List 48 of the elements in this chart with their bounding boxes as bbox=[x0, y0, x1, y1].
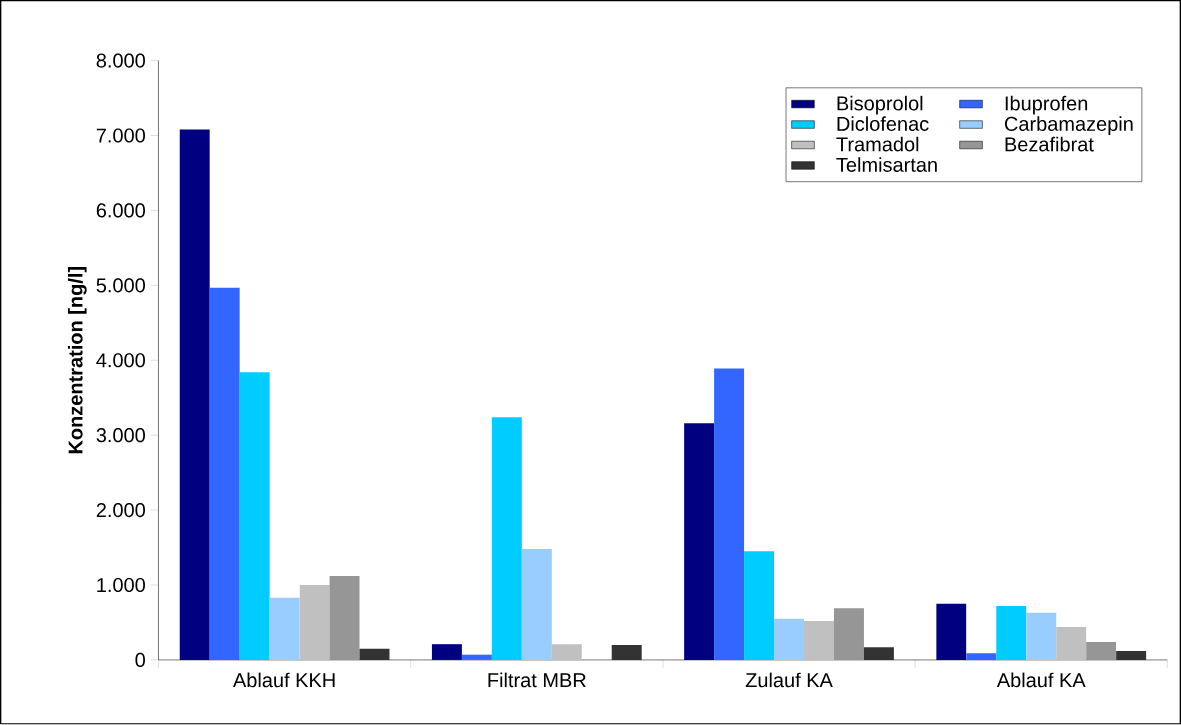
x-tick-label: Filtrat MBR bbox=[488, 672, 586, 688]
y-tick-label: 6.000 bbox=[96, 203, 145, 218]
bar bbox=[551, 644, 582, 661]
y-tick-label: 2.000 bbox=[96, 503, 145, 518]
y-tick-label: 7.000 bbox=[96, 128, 145, 143]
y-tick-label: 3.000 bbox=[96, 428, 145, 443]
bar bbox=[269, 597, 300, 661]
bar bbox=[461, 654, 492, 661]
bar bbox=[1116, 651, 1147, 661]
bar bbox=[359, 648, 390, 661]
y-tick-label: 4.000 bbox=[96, 353, 145, 368]
bar bbox=[936, 603, 967, 661]
bar bbox=[431, 644, 462, 661]
bar bbox=[179, 129, 210, 661]
bar bbox=[1026, 612, 1057, 661]
bar bbox=[611, 645, 642, 661]
bar bbox=[1056, 627, 1087, 661]
bar bbox=[833, 608, 864, 661]
legend-label: Carbamazepin bbox=[1004, 116, 1133, 136]
bar bbox=[491, 417, 522, 661]
y-tick-label: 8.000 bbox=[96, 53, 145, 68]
x-tick-label: Ablauf KKH bbox=[233, 672, 335, 688]
bar bbox=[774, 618, 805, 661]
x-tick-label: Ablauf KA bbox=[996, 672, 1086, 688]
legend-label: Telmisartan bbox=[836, 157, 937, 173]
legend-label: Bisoprolol bbox=[837, 96, 923, 115]
legend-label: Ibuprofen bbox=[1005, 96, 1088, 115]
x-tick-label: Zulauf KA bbox=[745, 672, 833, 688]
legend-label: Diclofenac bbox=[837, 116, 929, 132]
bar bbox=[744, 551, 775, 661]
bar bbox=[684, 423, 715, 661]
bar bbox=[299, 585, 330, 661]
bar bbox=[239, 372, 270, 661]
bar bbox=[209, 287, 240, 661]
bar bbox=[521, 549, 552, 661]
bar bbox=[714, 368, 745, 661]
y-tick-label: 5.000 bbox=[96, 278, 145, 293]
bar bbox=[329, 576, 360, 661]
bar bbox=[804, 621, 834, 661]
bar bbox=[996, 606, 1027, 661]
legend-label: Tramadol bbox=[836, 136, 919, 152]
y-axis-title: Konzentration [ng/l] bbox=[67, 267, 87, 454]
y-tick-label: 1.000 bbox=[97, 578, 145, 593]
bar bbox=[1086, 642, 1117, 661]
bar bbox=[966, 653, 997, 661]
legend-label: Bezafibrat bbox=[1005, 136, 1094, 152]
y-tick-label: 0 bbox=[135, 653, 145, 668]
bar bbox=[863, 647, 894, 661]
